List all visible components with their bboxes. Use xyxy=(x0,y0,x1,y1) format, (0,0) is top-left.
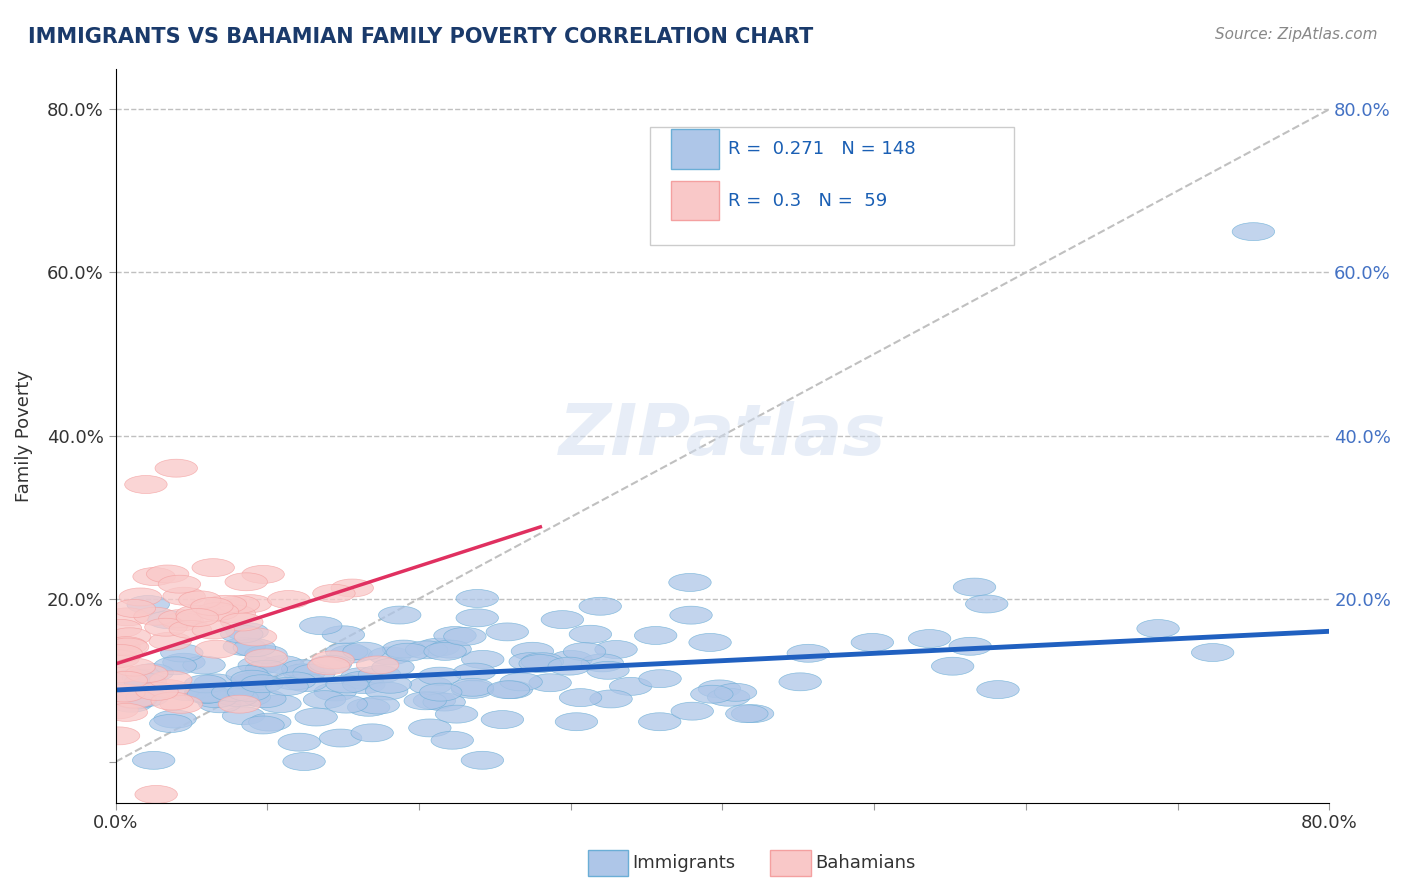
FancyBboxPatch shape xyxy=(672,129,718,169)
Y-axis label: Family Poverty: Family Poverty xyxy=(15,369,32,501)
Text: IMMIGRANTS VS BAHAMIAN FAMILY POVERTY CORRELATION CHART: IMMIGRANTS VS BAHAMIAN FAMILY POVERTY CO… xyxy=(28,27,813,46)
FancyBboxPatch shape xyxy=(650,128,1014,244)
Text: R =  0.271   N = 148: R = 0.271 N = 148 xyxy=(728,140,917,158)
Text: ZIPatlas: ZIPatlas xyxy=(558,401,886,470)
Text: R =  0.3   N =  59: R = 0.3 N = 59 xyxy=(728,192,887,210)
FancyBboxPatch shape xyxy=(672,181,718,220)
Text: Bahamians: Bahamians xyxy=(815,854,915,871)
Text: Immigrants: Immigrants xyxy=(633,854,735,871)
Text: Source: ZipAtlas.com: Source: ZipAtlas.com xyxy=(1215,27,1378,42)
